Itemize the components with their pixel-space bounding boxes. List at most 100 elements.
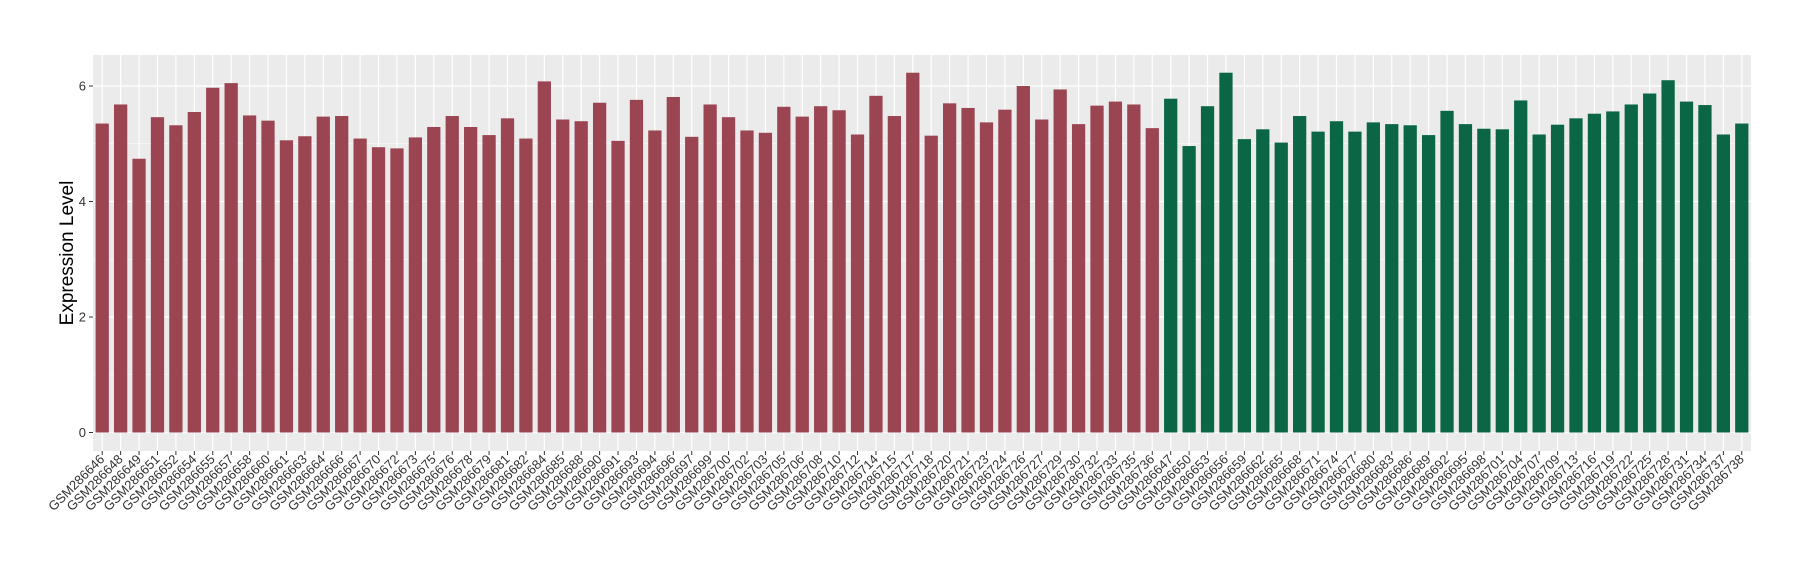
bar-GSM286717	[906, 72, 920, 433]
bar-GSM286682	[519, 138, 533, 433]
bar-GSM286688	[574, 121, 588, 433]
bar-GSM286716	[1587, 113, 1602, 433]
plot-panel	[93, 55, 1751, 451]
bar-GSM286657	[224, 83, 238, 433]
bar-GSM286730	[1071, 124, 1086, 433]
bar-GSM286699	[703, 104, 717, 433]
bar-GSM286653	[1200, 106, 1215, 433]
bar-GSM286661	[279, 140, 294, 433]
bar-GSM286723	[979, 122, 994, 433]
bar-GSM286726	[1016, 86, 1030, 433]
y-axis: 0 2 4 6	[79, 79, 93, 440]
bar-GSM286731	[1679, 101, 1694, 433]
bars	[95, 72, 1749, 433]
x-axis: GSM286646GSM286648GSM286649GSM286651GSM2…	[45, 451, 1747, 514]
y-axis-title: Expression Level	[57, 181, 78, 326]
bar-GSM286690	[592, 102, 607, 433]
y-tick-label: 2	[79, 310, 86, 325]
bar-GSM286707	[1532, 134, 1546, 433]
bar-GSM286692	[1440, 110, 1454, 433]
bar-GSM286675	[427, 127, 441, 433]
bar-GSM286654	[187, 111, 201, 433]
bar-GSM286704	[1514, 100, 1528, 433]
bar-GSM286656	[1219, 72, 1233, 433]
bar-GSM286702	[740, 130, 754, 433]
bar-GSM286708	[814, 106, 828, 433]
bar-GSM286684	[537, 81, 551, 433]
bar-GSM286728	[1661, 80, 1675, 433]
bar-GSM286681	[500, 118, 515, 433]
bar-GSM286659	[1237, 139, 1252, 433]
bar-GSM286722	[1624, 104, 1638, 433]
bar-GSM286718	[924, 135, 938, 433]
bar-GSM286693	[629, 99, 644, 433]
bar-GSM286662	[1256, 129, 1270, 433]
bar-GSM286646	[95, 123, 109, 433]
bar-GSM286697	[685, 136, 699, 433]
bar-GSM286680	[1366, 122, 1380, 433]
bar-GSM286720	[943, 103, 957, 433]
y-tick-label: 4	[79, 194, 86, 209]
y-tick-label: 6	[79, 79, 86, 94]
bar-GSM286686	[1403, 125, 1417, 433]
bar-GSM286705	[777, 106, 791, 433]
bar-GSM286701	[1495, 129, 1509, 433]
bar-GSM286737	[1716, 134, 1730, 433]
bar-GSM286683	[1385, 124, 1399, 433]
bar-GSM286671	[1311, 131, 1325, 433]
bar-GSM286689	[1421, 135, 1436, 433]
bar-GSM286660	[261, 120, 275, 433]
bar-GSM286652	[169, 125, 183, 433]
minor-gridlines	[93, 143, 1751, 376]
bar-GSM286663	[298, 136, 312, 433]
bar-GSM286714	[869, 95, 883, 433]
bar-GSM286694	[648, 130, 662, 433]
bar-GSM286673	[408, 137, 423, 433]
bar-GSM286650	[1182, 146, 1196, 433]
bar-GSM286676	[445, 116, 459, 433]
bar-GSM286712	[850, 134, 865, 433]
bar-GSM286734	[1698, 105, 1712, 433]
bar-GSM286696	[666, 96, 680, 433]
bar-GSM286655	[206, 87, 220, 433]
bar-GSM286666	[335, 116, 349, 433]
bar-GSM286721	[961, 107, 975, 433]
bar-GSM286719	[1606, 111, 1620, 433]
bar-GSM286709	[1550, 124, 1565, 433]
bar-GSM286710	[832, 110, 846, 433]
bar-GSM286668	[1293, 116, 1307, 433]
bar-GSM286725	[1643, 93, 1657, 433]
bar-GSM286674	[1329, 121, 1344, 433]
bar-GSM286735	[1127, 104, 1141, 433]
bar-GSM286649	[132, 158, 146, 433]
bar-GSM286724	[998, 109, 1012, 433]
bar-GSM286648	[114, 104, 128, 433]
bar-GSM286651	[150, 117, 165, 433]
bar-GSM286658	[242, 115, 257, 433]
bar-GSM286703	[758, 132, 773, 433]
bar-GSM286738	[1735, 123, 1749, 433]
bar-GSM286667	[353, 138, 367, 433]
bar-GSM286732	[1090, 105, 1104, 433]
bar-GSM286672	[390, 148, 404, 433]
bar-GSM286713	[1569, 118, 1583, 433]
bar-GSM286665	[1274, 142, 1288, 433]
bar-GSM286685	[556, 119, 570, 433]
y-tick-label: 0	[79, 425, 86, 440]
bar-GSM286700	[721, 117, 736, 433]
bar-GSM286677	[1348, 131, 1362, 433]
bar-GSM286736	[1145, 128, 1159, 433]
bar-GSM286715	[887, 116, 901, 433]
bar-GSM286679	[482, 135, 496, 433]
bar-GSM286678	[464, 127, 478, 433]
bar-GSM286695	[1458, 124, 1473, 433]
bar-GSM286727	[1035, 119, 1049, 433]
bar-GSM286729	[1053, 89, 1067, 433]
bar-GSM286647	[1164, 98, 1178, 433]
bar-GSM286706	[795, 116, 809, 433]
bar-GSM286664	[316, 116, 330, 433]
bar-GSM286691	[611, 140, 625, 433]
bar-GSM286733	[1108, 101, 1123, 433]
bar-GSM286698	[1477, 128, 1491, 433]
